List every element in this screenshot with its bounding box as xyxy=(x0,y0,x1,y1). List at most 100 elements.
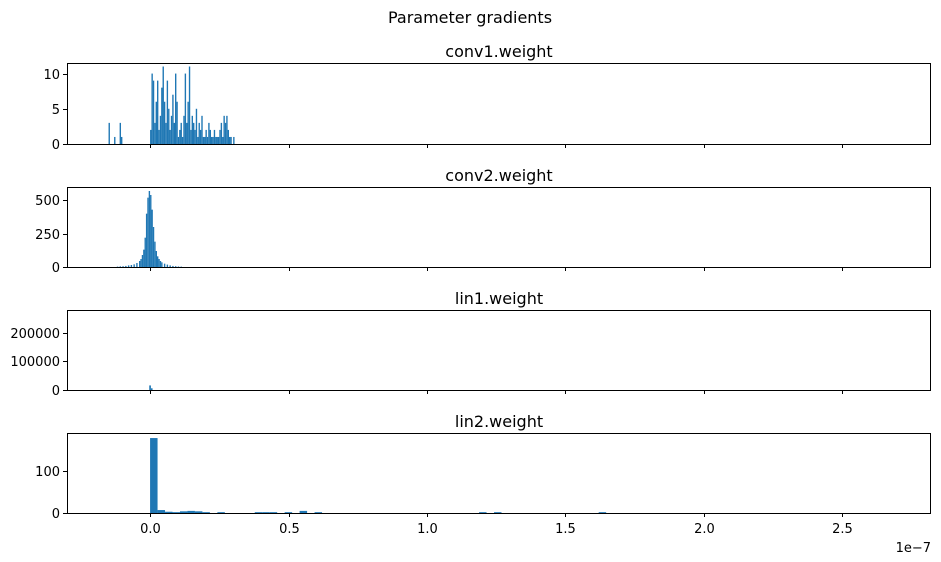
subplot-title: conv2.weight xyxy=(445,166,552,185)
histogram-bar xyxy=(233,136,235,144)
histogram-bar xyxy=(191,115,193,144)
histogram-bar xyxy=(198,122,200,144)
y-tick-label: 200000 xyxy=(10,327,60,342)
histogram-bar xyxy=(269,512,278,513)
histogram-bar xyxy=(169,265,171,267)
histogram-bar xyxy=(299,510,308,513)
histogram-bar xyxy=(216,136,218,144)
histogram-bar xyxy=(206,136,209,144)
histogram-bar xyxy=(144,237,146,267)
histogram-bar xyxy=(226,115,228,144)
histogram-bar xyxy=(149,385,151,390)
histogram-bar xyxy=(114,136,116,144)
y-tick-label: 100 xyxy=(35,465,60,480)
histogram-bar xyxy=(213,129,216,144)
histogram-bar xyxy=(166,80,169,144)
histogram-bar xyxy=(150,438,158,513)
histogram-bar xyxy=(169,129,171,144)
histogram-bar xyxy=(187,101,189,144)
histogram-bar xyxy=(222,136,224,144)
histogram-bar xyxy=(151,73,153,144)
histogram-bar xyxy=(172,94,174,144)
histogram-bar xyxy=(212,136,214,144)
histogram-bar xyxy=(188,66,191,144)
x-tick-label: 0.0 xyxy=(140,522,161,537)
subplot-3: lin1.weight 0 100000 200000 xyxy=(10,289,931,399)
histogram-bar xyxy=(143,249,145,267)
x-tick-label: 2.0 xyxy=(694,522,715,537)
histogram-bar xyxy=(166,264,169,267)
histogram-bar xyxy=(201,115,203,144)
histogram-bar xyxy=(136,263,138,267)
histogram-bar xyxy=(158,129,160,144)
histogram-bar xyxy=(162,66,164,144)
histogram-bar xyxy=(227,129,229,144)
histogram-bar xyxy=(177,266,180,267)
histogram-bar xyxy=(172,512,180,513)
subplot-2: conv2.weight 0 250 500 xyxy=(35,166,931,276)
histogram-bar xyxy=(220,122,223,144)
histogram-bar xyxy=(176,101,178,144)
histogram-bar xyxy=(170,115,173,144)
histogram-bar xyxy=(140,259,142,267)
y-tick-label: 0 xyxy=(52,138,60,153)
histogram-bar xyxy=(158,259,160,267)
x-tick-label: 2.5 xyxy=(832,522,853,537)
axes-frame xyxy=(67,187,931,268)
figure-title: Parameter gradients xyxy=(388,8,552,27)
histogram-bar xyxy=(122,266,124,267)
histogram-bar xyxy=(195,108,198,144)
histogram-bar xyxy=(159,261,162,267)
histogram-bar xyxy=(161,262,163,267)
y-tick-label: 5 xyxy=(52,103,60,118)
x-tick-label: 0.5 xyxy=(279,522,300,537)
histogram-bar xyxy=(157,80,159,144)
histogram-bar xyxy=(204,136,206,144)
histogram-bar xyxy=(197,136,199,144)
histogram-bar xyxy=(183,115,185,144)
histogram-bar xyxy=(168,108,170,144)
histogram-bar xyxy=(202,512,210,513)
histogram-bar xyxy=(150,388,153,390)
histogram-bar xyxy=(152,80,155,144)
histogram-bar xyxy=(148,191,151,267)
histogram-bar xyxy=(152,227,155,267)
histogram-bar xyxy=(217,136,220,144)
histogram-bar xyxy=(186,122,188,144)
histogram-bar xyxy=(215,136,217,144)
histogram-bar xyxy=(165,511,173,513)
histogram-bar xyxy=(217,512,225,513)
histogram-bar xyxy=(181,136,184,144)
histogram-bar xyxy=(230,136,232,144)
histogram-bar xyxy=(154,122,156,144)
histogram-bar xyxy=(229,136,231,144)
histogram-bar xyxy=(184,73,187,144)
subplot-1: conv1.weight 0 5 10 xyxy=(43,42,931,153)
histogram-bar xyxy=(130,265,133,267)
y-tick-label: 250 xyxy=(35,228,60,243)
histogram-bar xyxy=(175,266,177,267)
histogram-bar xyxy=(193,122,195,144)
histogram-bar xyxy=(205,129,207,144)
histogram-bar xyxy=(479,512,487,513)
histogram-bar xyxy=(177,136,180,144)
histogram-bar xyxy=(202,136,205,144)
histogram-bar xyxy=(157,256,159,267)
histogram-bar xyxy=(187,510,195,513)
subplot-4: lin2.weight 0.0 0.5 1.0 1.5 2.0 2.5 0 100 xyxy=(35,412,931,537)
histogram-bar xyxy=(179,511,188,513)
histogram-bar xyxy=(125,265,127,267)
axes-frame xyxy=(67,63,931,145)
histogram-bar xyxy=(150,195,152,267)
x-tick-label: 1.0 xyxy=(417,522,438,537)
histogram-bar xyxy=(145,213,148,267)
y-tick-label: 10 xyxy=(43,68,60,83)
histogram-bar xyxy=(141,255,144,267)
histogram-bar xyxy=(194,511,203,513)
histogram-bar xyxy=(194,129,196,144)
histogram-bar xyxy=(155,101,157,144)
x-tick-label: 1.5 xyxy=(555,522,576,537)
histogram-bar xyxy=(179,129,181,144)
y-tick-label: 0 xyxy=(52,507,60,522)
